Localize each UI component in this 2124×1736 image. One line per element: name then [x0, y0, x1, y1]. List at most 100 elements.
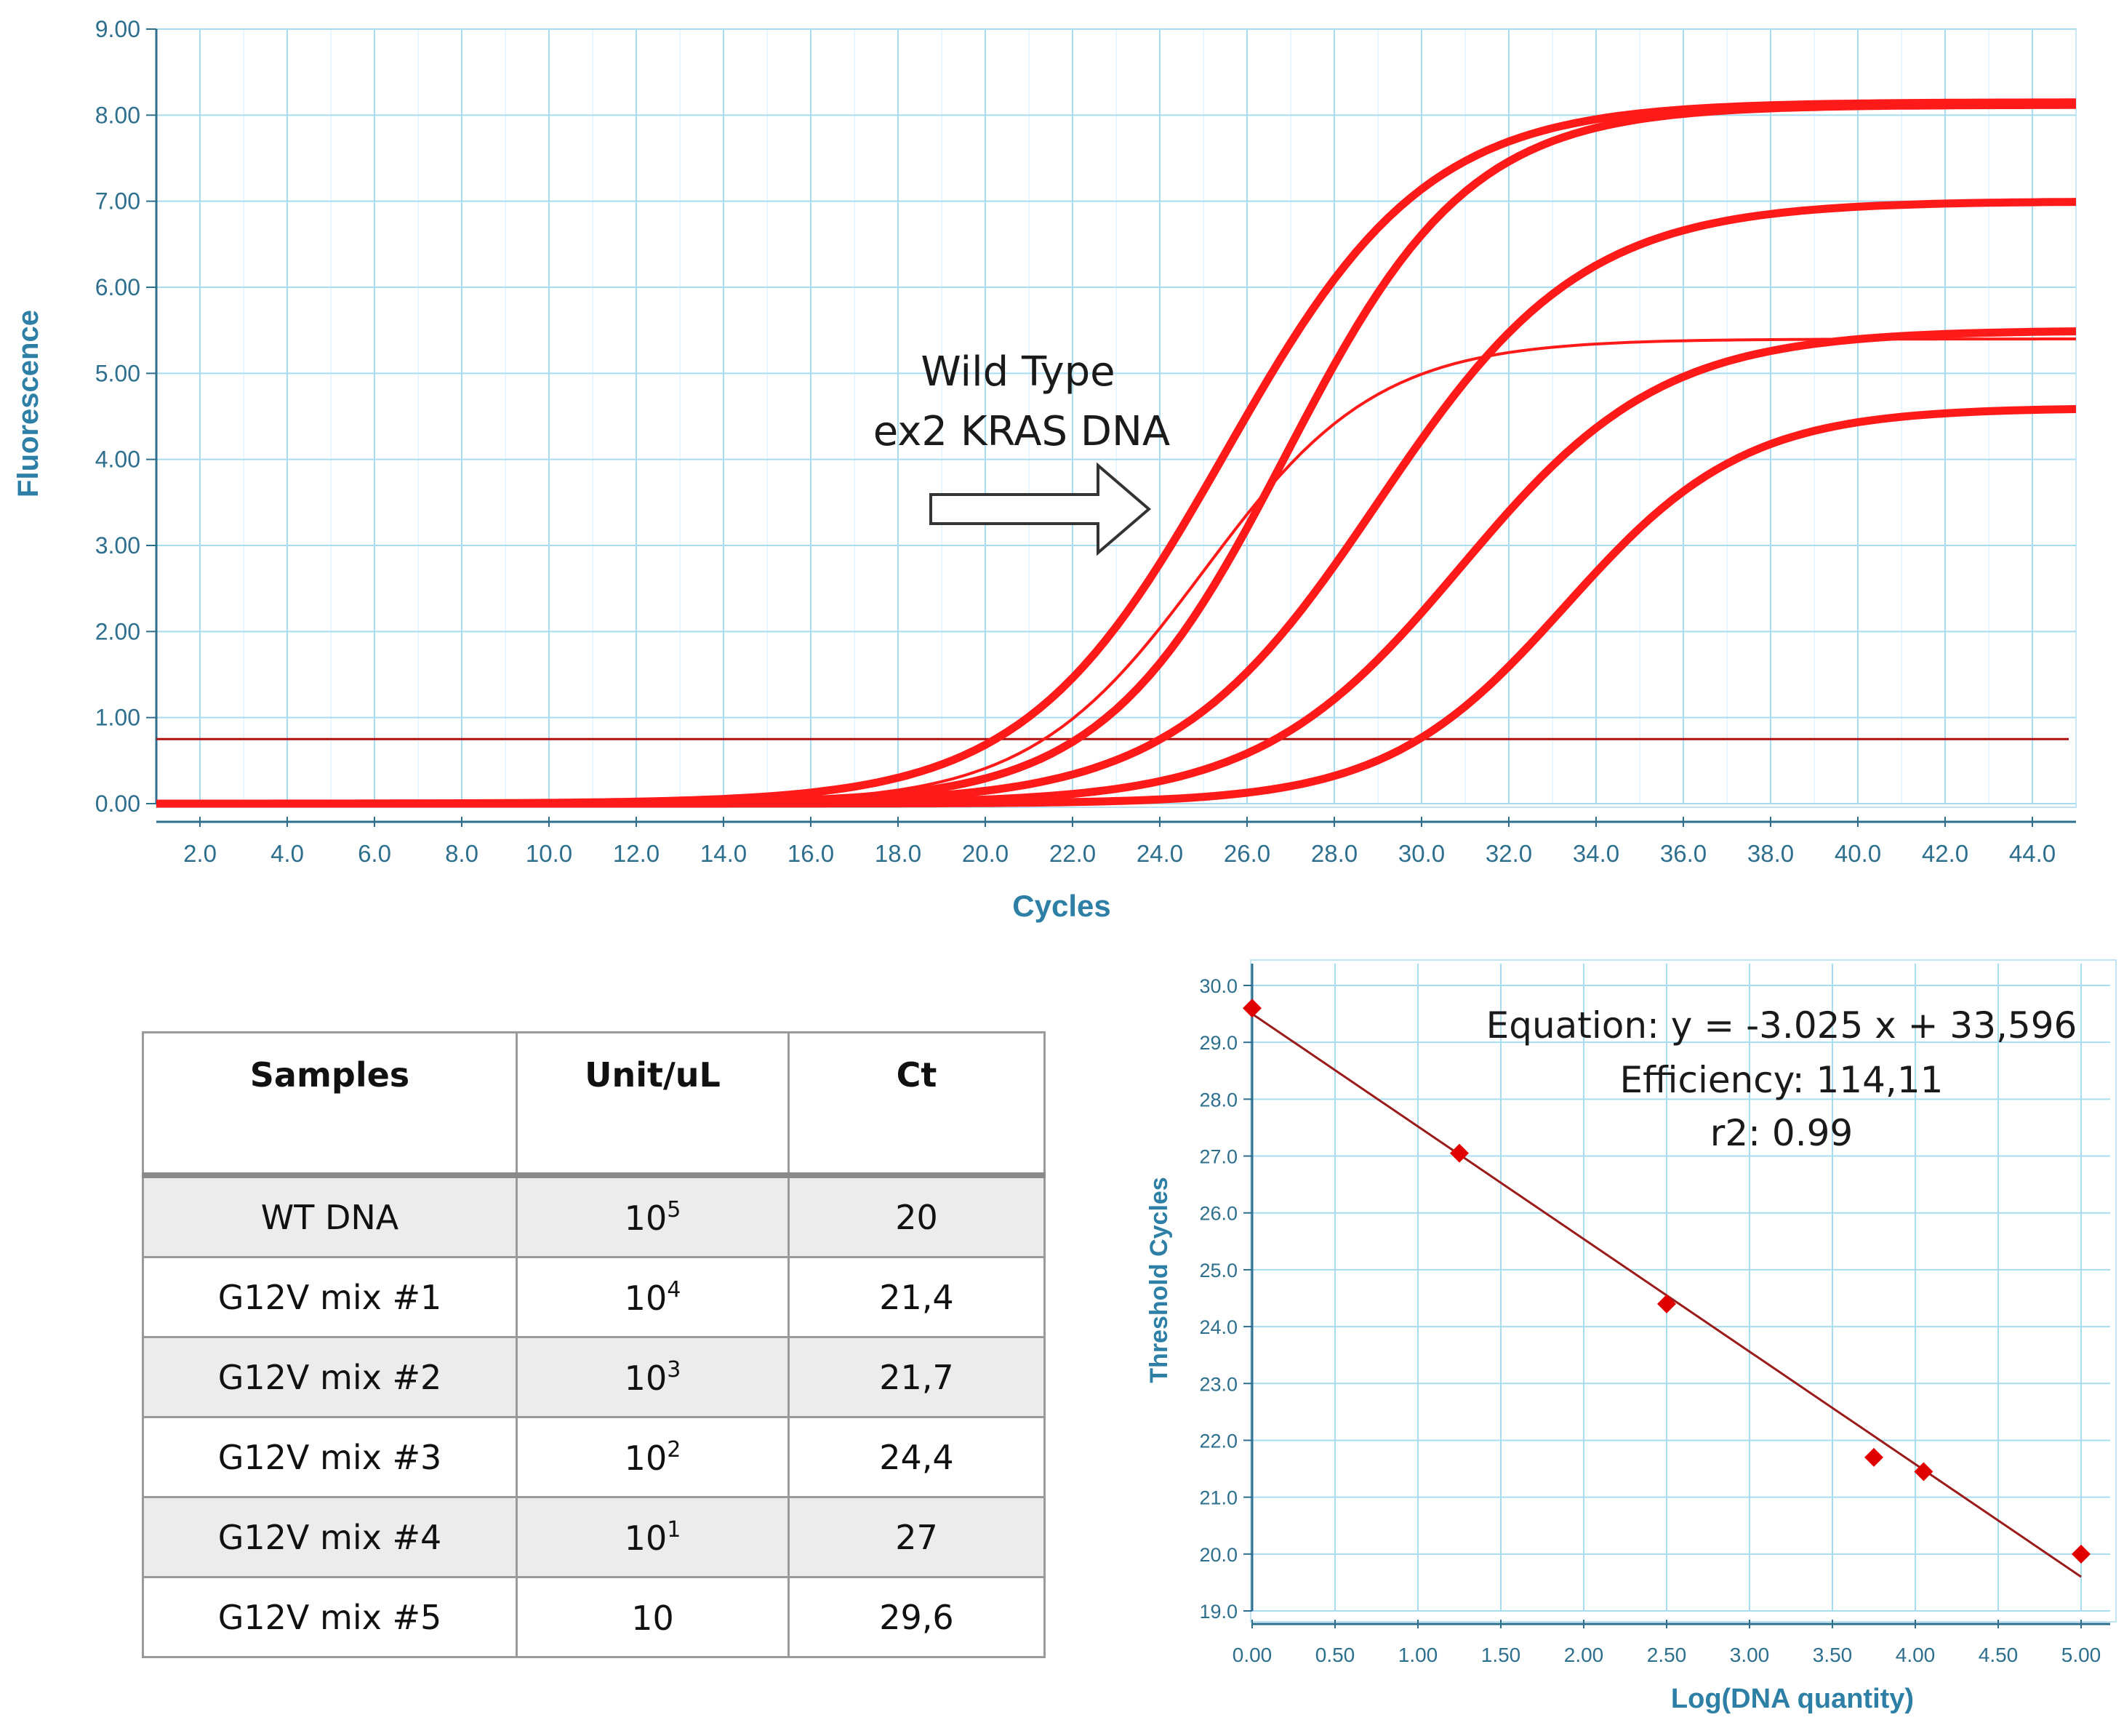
amp-x-tick-label: 32.0 [1486, 840, 1532, 867]
std-point-5 [2072, 1544, 2091, 1564]
cell-unit: 10 [516, 1576, 790, 1658]
header-samples: Samples [142, 1031, 518, 1177]
std-y-tick-label: 20.0 [1199, 1544, 1238, 1566]
std-point-0 [1243, 999, 1262, 1018]
amp-y-tick-label: 3.00 [95, 532, 140, 559]
std-point-3 [1864, 1447, 1883, 1467]
cell-unit: 105 [516, 1174, 790, 1258]
std-y-tick-label: 27.0 [1199, 1146, 1238, 1168]
amplification-chart: 2.0 4.0 6.0 8.0 10.0 12.0 14.0 16.0 18.0 20.0 22.0… [12, 16, 2077, 923]
amp-x-tick-label: 6.0 [358, 840, 391, 867]
amp-y-ticks: 0.00 1.00 2.00 3.00 4.00 5.00 6.00 7.00 8.00 9.00 [95, 16, 156, 817]
cell-sample: G12V mix #1 [142, 1256, 518, 1338]
std-y-ticks: 19.0 20.0 21.0 22.0 23.0 24.0 25.0 26.0 27.0 28.0… [1199, 975, 1252, 1623]
std-x-tick-label: 2.50 [1647, 1644, 1687, 1666]
amp-y-tick-label: 4.00 [95, 447, 140, 473]
std-x-tick-label: 3.50 [1813, 1644, 1853, 1666]
std-y-tick-label: 25.0 [1199, 1260, 1238, 1281]
table-row: G12V mix #2 103 21,7 [142, 1336, 1046, 1418]
std-x-tick-label: 1.50 [1481, 1644, 1521, 1666]
cell-sample: G12V mix #3 [142, 1416, 518, 1498]
std-point-4 [1914, 1462, 1933, 1481]
amp-x-tick-label: 22.0 [1049, 840, 1096, 867]
std-x-tick-label: 4.00 [1896, 1644, 1936, 1666]
cell-unit: 102 [516, 1416, 790, 1498]
samples-table-wrapper: Samples Unit/uL Ct WT DNA 105 20 G12V mi… [142, 1031, 1046, 1658]
amp-curves [156, 98, 2077, 808]
header-ct: Ct [788, 1031, 1046, 1177]
standard-curve-chart: 0.00 0.50 1.00 1.50 2.00 2.50 3.00 3.50 4.00 4.50… [1145, 959, 2117, 1714]
cell-ct: 21,7 [788, 1336, 1046, 1418]
cell-sample: G12V mix #5 [142, 1576, 518, 1658]
cell-ct: 21,4 [788, 1256, 1046, 1338]
amp-x-tick-label: 26.0 [1224, 840, 1270, 867]
unit-base: 10 [624, 1518, 668, 1558]
unit-exponent: 5 [667, 1196, 681, 1223]
amp-x-tick-label: 38.0 [1747, 840, 1794, 867]
equation-text: Equation: y = -3.025 x + 33,596 [1486, 1004, 2077, 1047]
std-y-tick-label: 29.0 [1199, 1032, 1238, 1054]
table-row: G12V mix #4 101 27 [142, 1496, 1046, 1578]
amp-x-tick-label: 4.0 [270, 840, 304, 867]
std-y-tick-label: 24.0 [1199, 1316, 1238, 1338]
std-plot-background [1250, 959, 2117, 1623]
std-y-tick-label: 21.0 [1199, 1487, 1238, 1509]
std-point-2 [1657, 1294, 1676, 1313]
header-unit: Unit/uL [516, 1031, 790, 1177]
amp-x-tick-label: 12.0 [613, 840, 660, 867]
cell-unit: 104 [516, 1256, 790, 1338]
std-y-tick-label: 30.0 [1199, 975, 1238, 997]
amp-curve-5 [156, 405, 2077, 808]
amp-y-axis-title: Fluorescence [12, 310, 44, 497]
unit-exponent: 3 [667, 1356, 681, 1383]
std-x-tick-label: 4.50 [1979, 1644, 2019, 1666]
unit-base: 10 [631, 1598, 674, 1638]
amp-y-tick-label: 2.00 [95, 618, 140, 644]
cell-unit: 103 [516, 1336, 790, 1418]
unit-base: 10 [624, 1438, 668, 1478]
amp-x-tick-label: 34.0 [1573, 840, 1619, 867]
std-axes [1251, 964, 2110, 1625]
std-x-ticks: 0.00 0.50 1.00 1.50 2.00 2.50 3.00 3.50 4.00 4.50… [1233, 1620, 2101, 1666]
amp-y-tick-label: 5.00 [95, 360, 140, 386]
cell-ct: 29,6 [788, 1576, 1046, 1658]
std-y-axis-title: Threshold Cycles [1145, 1177, 1173, 1383]
annotation-line1: Wild Type [921, 348, 1115, 396]
unit-base: 10 [624, 1278, 668, 1318]
std-y-tick-label: 22.0 [1199, 1430, 1238, 1452]
amp-x-tick-label: 40.0 [1835, 840, 1881, 867]
amp-x-tick-label: 14.0 [700, 840, 747, 867]
efficiency-text: Efficiency: 114,11 [1620, 1059, 1944, 1101]
std-x-tick-label: 5.00 [2061, 1644, 2101, 1666]
amp-axes [155, 29, 2076, 823]
std-point-1 [1450, 1143, 1469, 1163]
table-header-row: Samples Unit/uL Ct [142, 1031, 1046, 1177]
amp-x-tick-label: 24.0 [1137, 840, 1183, 867]
amp-x-tick-label: 28.0 [1311, 840, 1358, 867]
amp-y-tick-label: 6.00 [95, 274, 140, 300]
unit-base: 10 [624, 1198, 668, 1238]
unit-exponent: 1 [667, 1516, 681, 1543]
cell-sample: G12V mix #4 [142, 1496, 518, 1578]
unit-exponent: 2 [667, 1436, 681, 1463]
cell-sample: G12V mix #2 [142, 1336, 518, 1418]
std-x-tick-label: 0.00 [1233, 1644, 1273, 1666]
amp-y-tick-label: 9.00 [95, 16, 140, 42]
amp-x-tick-label: 42.0 [1922, 840, 1968, 867]
table-row: G12V mix #5 10 29,6 [142, 1576, 1046, 1658]
table-row: WT DNA 105 20 [142, 1174, 1046, 1258]
amp-x-ticks: 2.0 4.0 6.0 8.0 10.0 12.0 14.0 16.0 18.0 20.0 22.0… [183, 817, 2056, 867]
std-y-tick-label: 23.0 [1199, 1373, 1238, 1395]
amp-x-tick-label: 8.0 [445, 840, 478, 867]
cell-ct: 24,4 [788, 1416, 1046, 1498]
std-x-tick-label: 3.00 [1730, 1644, 1770, 1666]
amp-x-tick-label: 2.0 [183, 840, 217, 867]
amp-x-tick-label: 30.0 [1398, 840, 1445, 867]
amp-x-tick-label: 16.0 [788, 840, 834, 867]
cell-unit: 101 [516, 1496, 790, 1578]
unit-exponent: 4 [667, 1276, 681, 1303]
annotation-line2: ex2 KRAS DNA [873, 408, 1170, 455]
amp-y-tick-label: 7.00 [95, 188, 140, 215]
table-row: G12V mix #1 104 21,4 [142, 1256, 1046, 1338]
